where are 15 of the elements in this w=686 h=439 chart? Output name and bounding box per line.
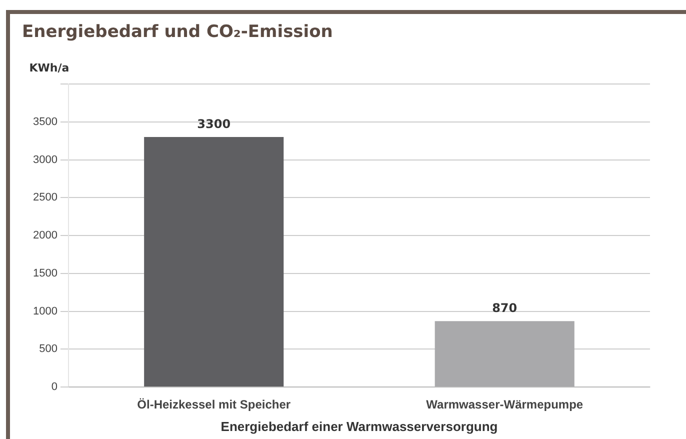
y-tick-label: 2000 (32, 230, 58, 242)
data-label: 3300 (197, 117, 231, 132)
y-tick-label: 3500 (32, 116, 58, 128)
y-tick-label: 2500 (32, 192, 58, 204)
x-tick-label: Öl-Heizkessel mit Speicher (137, 398, 291, 412)
data-label: 870 (492, 301, 518, 316)
y-tick-label: 1500 (32, 267, 58, 280)
y-tick-label: 500 (39, 343, 58, 356)
y-tick-label: 3000 (32, 154, 58, 166)
y-tick-label: 1000 (32, 305, 58, 318)
x-axis-title: Energiebedarf einer Warmwasserversorgung (220, 418, 498, 434)
chart-title: Energiebedarf und CO₂-Emission (22, 22, 333, 42)
y-axis-title: KWh/a (29, 61, 70, 74)
x-tick-label: Warmwasser-Wärmepumpe (426, 398, 584, 412)
y-tick-label: 0 (51, 381, 58, 394)
